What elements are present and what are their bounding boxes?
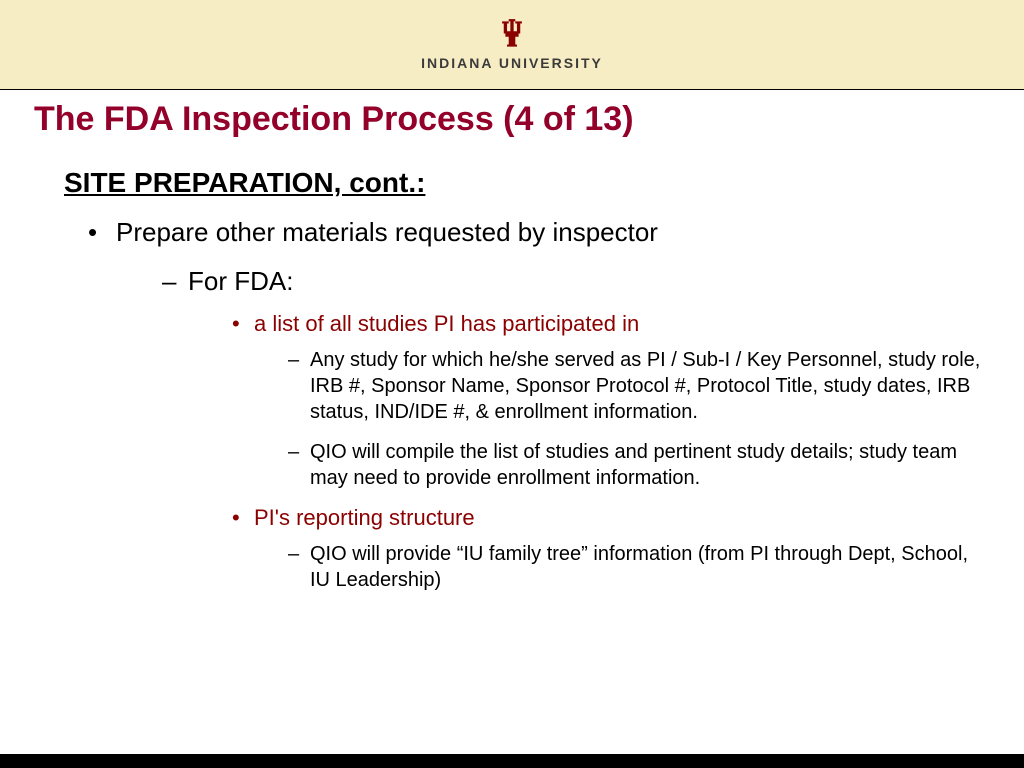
- lvl4-item: Any study for which he/she served as PI …: [288, 347, 990, 425]
- bullet-list-lvl4: QIO will provide “IU family tree” inform…: [288, 541, 990, 593]
- header-band: INDIANA UNIVERSITY: [0, 0, 1024, 90]
- lvl2-item: For FDA: a list of all studies PI has pa…: [162, 266, 990, 593]
- iu-wordmark: INDIANA UNIVERSITY: [421, 55, 603, 71]
- bullet-list-lvl1: Prepare other materials requested by ins…: [88, 217, 990, 593]
- lvl3-text: PI's reporting structure: [254, 505, 475, 530]
- bullet-list-lvl4: Any study for which he/she served as PI …: [288, 347, 990, 491]
- footer-bar: [0, 754, 1024, 768]
- lvl3-item: PI's reporting structure QIO will provid…: [232, 505, 990, 593]
- lvl3-text: a list of all studies PI has participate…: [254, 311, 639, 336]
- bullet-list-lvl3: a list of all studies PI has participate…: [232, 311, 990, 593]
- slide: INDIANA UNIVERSITY The FDA Inspection Pr…: [0, 0, 1024, 768]
- lvl3-item: a list of all studies PI has participate…: [232, 311, 990, 491]
- slide-content: The FDA Inspection Process (4 of 13) SIT…: [0, 90, 1024, 754]
- lvl1-item: Prepare other materials requested by ins…: [88, 217, 990, 593]
- lvl4-item: QIO will compile the list of studies and…: [288, 439, 990, 491]
- section-heading: SITE PREPARATION, cont.:: [64, 167, 990, 199]
- lvl4-item: QIO will provide “IU family tree” inform…: [288, 541, 990, 593]
- lvl1-text: Prepare other materials requested by ins…: [116, 217, 658, 247]
- iu-trident-icon: [501, 19, 523, 49]
- bullet-list-lvl2: For FDA: a list of all studies PI has pa…: [162, 266, 990, 593]
- slide-title: The FDA Inspection Process (4 of 13): [34, 100, 990, 139]
- lvl2-text: For FDA:: [188, 266, 293, 296]
